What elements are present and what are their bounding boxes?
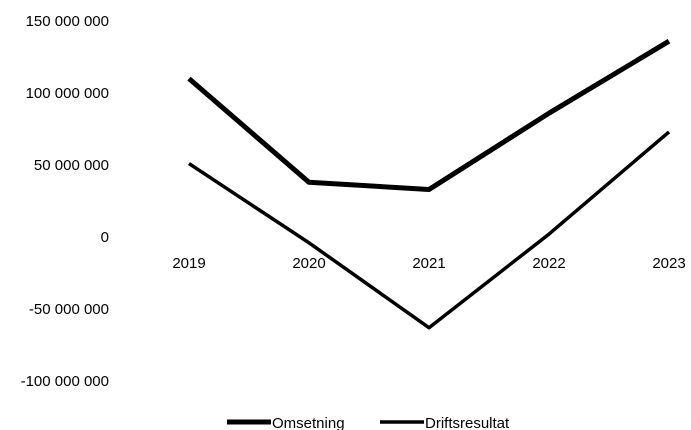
x-tick-label: 2022: [532, 255, 565, 272]
series-line-omsetning: [187, 39, 671, 192]
series-line-driftsresultat: [188, 130, 671, 330]
y-tick-label: 50 000 000: [34, 157, 109, 174]
legend: Omsetning Driftsresultat: [227, 415, 510, 430]
series-lines: [187, 39, 671, 330]
x-tick-label: 2023: [652, 255, 685, 272]
y-tick-label: -100 000 000: [21, 373, 109, 390]
y-tick-label: 100 000 000: [26, 85, 109, 102]
y-axis-tick-labels: 150 000 000 100 000 000 50 000 000 0 -50 000…: [21, 13, 109, 390]
x-axis-tick-labels: 2019 2020 2021 2022 2023: [172, 255, 685, 272]
y-tick-label: -50 000 000: [29, 301, 109, 318]
y-tick-label: 0: [101, 229, 109, 246]
legend-label: Driftsresultat: [425, 415, 510, 430]
legend-label: Omsetning: [272, 415, 345, 430]
y-tick-label: 150 000 000: [26, 13, 109, 30]
x-tick-label: 2020: [292, 255, 325, 272]
x-tick-label: 2021: [412, 255, 445, 272]
x-tick-label: 2019: [172, 255, 205, 272]
